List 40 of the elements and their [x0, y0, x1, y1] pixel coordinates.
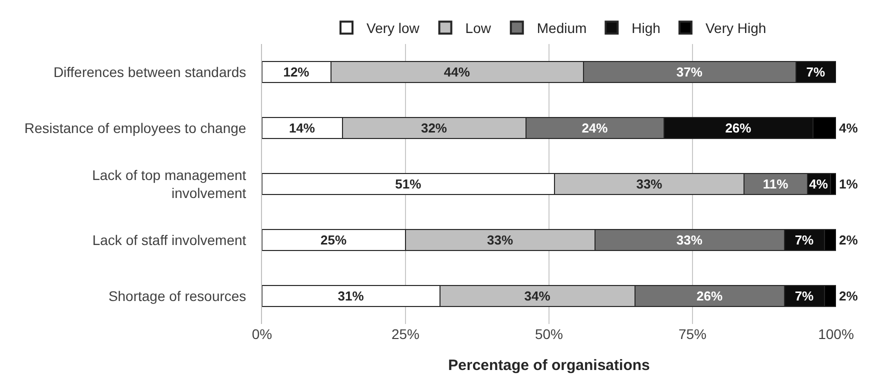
- data-label: 37%: [676, 64, 703, 80]
- x-tick-label: 50%: [534, 326, 564, 342]
- y-tick-label: Lack of top management involvement: [92, 166, 246, 201]
- y-tick-label: Lack of staff involvement: [92, 232, 246, 248]
- data-label: 11%: [762, 176, 789, 192]
- x-tick-label: 75%: [678, 326, 707, 342]
- data-label: 26%: [696, 288, 723, 304]
- data-label: 14%: [288, 120, 316, 136]
- data-label: 34%: [524, 288, 551, 304]
- x-tick-label: 100%: [818, 326, 854, 342]
- data-label: 32%: [420, 120, 448, 136]
- data-label: 33%: [676, 232, 703, 248]
- legend-label: Very High: [705, 20, 766, 36]
- legend-label: Medium: [536, 20, 587, 36]
- data-label: 44%: [444, 64, 470, 80]
- y-tick-label: Differences between standards: [53, 64, 246, 80]
- y-tick-label: Shortage of resources: [108, 288, 246, 304]
- data-label: 51%: [395, 176, 422, 192]
- data-label: 33%: [636, 176, 663, 192]
- legend-label: Very low: [366, 20, 420, 36]
- data-label: 24%: [582, 120, 608, 136]
- y-tick-label: Resistance of employees to change: [24, 120, 246, 136]
- data-label: 12%: [283, 64, 310, 80]
- data-label: 7%: [794, 232, 814, 248]
- x-axis-title: Percentage of organisations: [448, 357, 650, 374]
- data-label: 1%: [839, 176, 858, 192]
- data-label: 7%: [806, 64, 826, 80]
- legend-label: High: [632, 20, 660, 36]
- data-label: 2%: [839, 288, 858, 304]
- data-label: 4%: [809, 176, 828, 192]
- data-label: 33%: [486, 232, 514, 248]
- data-label: 25%: [320, 232, 347, 248]
- data-label: 7%: [794, 288, 814, 304]
- data-label: 26%: [725, 120, 752, 136]
- data-label: 2%: [839, 232, 858, 248]
- x-tick-label: 25%: [391, 326, 420, 342]
- legend-label: Low: [465, 20, 492, 36]
- data-label: 31%: [338, 288, 364, 304]
- data-label: 4%: [839, 120, 858, 136]
- x-tick-label: 0%: [252, 326, 272, 342]
